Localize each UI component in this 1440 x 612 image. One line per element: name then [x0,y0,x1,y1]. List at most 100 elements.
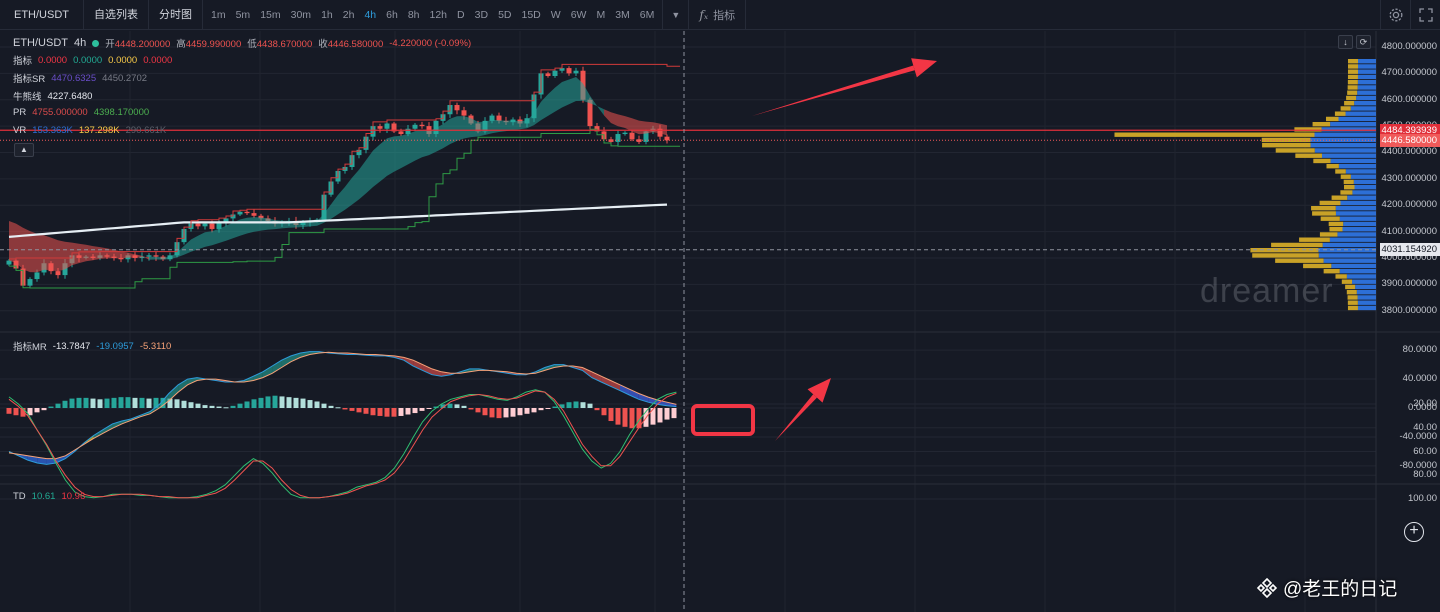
volume-profile-bar [1312,211,1336,216]
ma-cloud-segment [639,120,646,135]
reset-chart-icon[interactable]: ⟳ [1356,35,1371,49]
ma-cloud-segment [338,186,345,215]
candle-body [258,215,264,219]
timeframe-5D[interactable]: 5D [498,8,512,21]
macd-axis-tick: -40.0000 [1399,430,1437,442]
macd-histogram-bar [97,399,103,408]
volume-profile-bar [1347,295,1358,300]
macd-histogram-bar [552,406,558,408]
legend-row-value: 4398.170000 [93,107,150,118]
macd-cloud-segment [601,376,611,387]
indicator-button[interactable]: fₓ 指标 [689,0,747,30]
timeframe-15D[interactable]: 15D [521,8,541,21]
ma-cloud-segment [51,237,58,272]
volume-profile-bar [1329,227,1343,232]
volume-profile-bar [1340,190,1353,195]
timeframe-6M[interactable]: 6M [639,8,655,21]
timeframe-8h[interactable]: 8h [407,8,420,21]
volume-profile-bar [1357,64,1376,69]
td-axis-tick: 20.00 [1413,398,1437,409]
macd-histogram-bar [636,408,642,429]
volume-profile-bar [1347,59,1358,64]
macd-histogram-bar [69,398,75,408]
timeframe-W[interactable]: W [550,8,561,21]
ma-cloud-segment [317,213,324,226]
macd-histogram-bar [237,403,243,408]
candle-body [664,136,670,141]
macd-histogram-bar [524,408,530,414]
volume-profile-bar [1352,279,1376,284]
macd-cloud-segment [441,371,451,377]
macd-histogram-bar [489,408,495,418]
price-axis-tick: 3900.000000 [1381,278,1437,290]
timeframe-3D[interactable]: 3D [474,8,489,21]
volume-profile-bar [1314,148,1376,153]
watchlist-button[interactable]: 自选列表 [84,0,149,30]
candle-body [118,257,124,260]
ma-cloud-segment [590,95,597,106]
ma-cloud-segment [618,114,625,128]
ma-cloud-segment [485,119,492,135]
ma-cloud-segment [121,251,128,259]
macd-histogram-bar [272,395,278,408]
candle-body [615,134,621,142]
timeframe-30m[interactable]: 30m [290,8,312,21]
timeframe-M[interactable]: M [596,8,606,21]
timeshare-button[interactable]: 分时图 [149,0,203,30]
timeframe-12h[interactable]: 12h [429,8,448,21]
volume-profile-bar [1294,127,1322,132]
volume-profile-bar [1346,95,1357,101]
macd-cloud-segment [629,389,639,400]
timeframe-1h[interactable]: 1h [321,8,333,21]
ohlc-label: 高 [176,39,186,50]
timeframe-2h[interactable]: 2h [342,8,355,21]
chart-canvas[interactable] [0,31,1440,612]
td-values: 10.61 10.96 [32,491,86,502]
legend-row: 牛熊线 4227.6480 [13,89,92,104]
ma-cloud-segment [163,256,170,260]
volume-profile-bar [1352,190,1376,195]
macd-axis-tick: -80.0000 [1399,459,1437,471]
ma-cloud-segment [443,118,450,149]
price-axis-label: 4446.580000 [1380,133,1440,147]
timeframe-5m[interactable]: 5m [235,8,251,21]
scroll-to-end-icon[interactable]: ↓ [1338,35,1353,49]
ma-cloud-segment [156,256,163,260]
timeframe-D[interactable]: D [457,8,465,21]
timeframe-3M[interactable]: 3M [615,8,630,21]
macd-histogram-bar [447,403,453,408]
volume-profile-bar [1356,290,1376,295]
candle-body [454,105,460,111]
macd-histogram-bar [195,403,201,408]
volume-profile-bar [1318,253,1376,258]
timeframe-15m[interactable]: 15m [260,8,281,21]
symbol-selector[interactable]: ETH/USDT [0,0,84,30]
macd-histogram-bar [258,397,264,408]
volume-profile-bar [1350,174,1376,179]
candle-body [461,110,467,116]
timeframe-6h[interactable]: 6h [386,8,398,21]
settings-icon[interactable] [1380,0,1410,30]
collapse-legend-button[interactable]: ▲ [14,143,34,157]
timeframe-1m[interactable]: 1m [211,8,226,21]
candle-body [545,73,551,77]
timeframe-more-icon[interactable]: ▼ [663,0,690,30]
price-axis-tick: 4800.000000 [1381,41,1437,52]
ma-cloud-segment [135,254,142,258]
price-axis-tick: 4700.000000 [1381,67,1437,79]
timeframe-4h[interactable]: 4h [364,8,377,21]
macd-histogram-bar [622,408,628,427]
volume-profile-bar [1335,274,1347,279]
volume-profile-bar [1357,69,1376,74]
add-plus-icon[interactable]: + [1404,522,1424,542]
fullscreen-icon[interactable] [1410,0,1440,30]
timeframe-6W[interactable]: 6W [570,8,587,21]
macd-cloud-segment [159,393,169,408]
macd-histogram-bar [139,397,145,408]
ma-cloud-segment [170,252,177,260]
support-step-line [9,128,680,289]
macd-histogram-bar [580,402,586,408]
macd-histogram-bar [230,405,236,408]
volume-profile-bar [1311,206,1336,211]
volume-profile-bar [1295,153,1322,158]
